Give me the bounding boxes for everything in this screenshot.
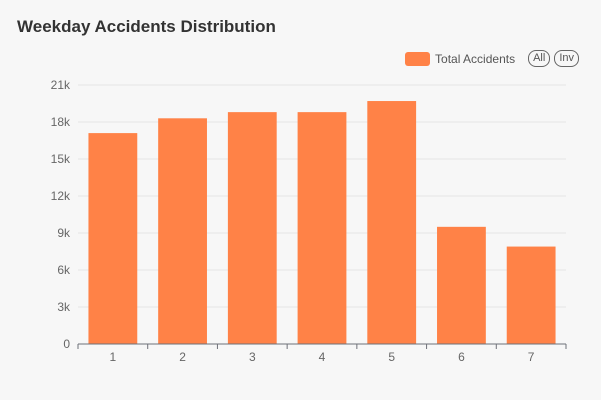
bar [437,226,486,344]
bar [367,101,417,345]
x-tick-label: 4 [319,350,326,364]
y-tick-label: 6k [57,263,71,277]
select-all-button[interactable]: All [528,50,551,67]
x-tick-label: 3 [249,350,256,364]
bar [506,246,556,344]
chart-title: Weekday Accidents Distribution [17,17,276,36]
x-tick-label: 5 [388,350,395,364]
invert-selection-button[interactable]: Inv [554,50,579,67]
y-tick-label: 9k [57,226,71,240]
x-tick-label: 1 [110,350,117,364]
bar [297,112,347,344]
legend-label-total-accidents[interactable]: Total Accidents [435,51,516,66]
bar [88,133,138,344]
y-tick-label: 12k [51,189,71,203]
y-tick-label: 15k [51,152,71,166]
legend: Total Accidents All Inv [405,50,579,67]
bar [227,112,277,344]
bar [158,118,207,344]
x-tick-label: 7 [528,350,535,364]
y-tick-label: 18k [51,115,71,129]
y-tick-label: 3k [57,300,71,314]
legend-swatch[interactable] [405,51,431,66]
x-tick-label: 2 [179,350,186,364]
x-tick-label: 6 [458,350,465,364]
y-tick-label: 21k [51,78,71,92]
y-tick-label: 0 [63,337,70,351]
